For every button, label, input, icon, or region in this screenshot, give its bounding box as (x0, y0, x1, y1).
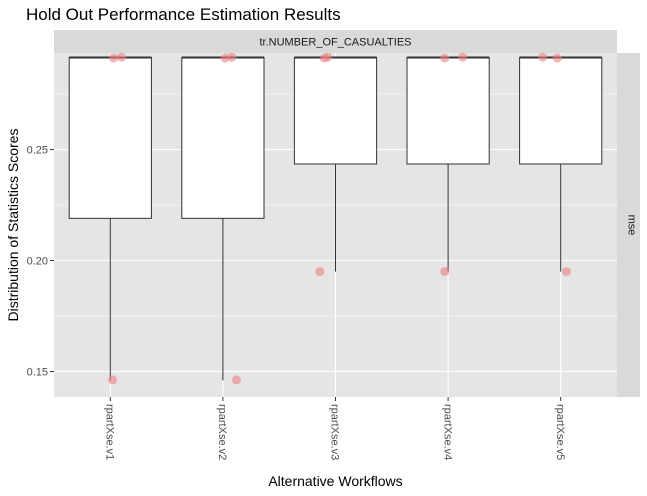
x-tick-label: rpartXse.v4 (441, 404, 453, 460)
data-point (561, 267, 571, 277)
box-body (293, 56, 378, 165)
chart-title: Hold Out Performance Estimation Results (26, 5, 341, 24)
boxplot-rpartXse.v2 (181, 56, 265, 381)
data-point (538, 52, 548, 62)
x-tick-label: rpartXse.v2 (216, 404, 228, 460)
y-tick-label: 0.25 (27, 145, 48, 157)
box-body (181, 56, 265, 219)
data-point (108, 375, 118, 385)
box-body (68, 56, 152, 219)
boxplot-rpartXse.v3 (293, 56, 378, 272)
x-tick-label: rpartXse.v3 (329, 404, 341, 460)
data-point (440, 53, 450, 63)
data-point (109, 53, 119, 63)
box-layer (68, 56, 603, 381)
x-tick-label: rpartXse.v1 (103, 404, 115, 460)
data-point (440, 267, 450, 277)
facet-strip-right (617, 53, 640, 397)
data-point (227, 52, 237, 62)
y-tick-label: 0.20 (27, 256, 48, 268)
y-tick-label: 0.15 (27, 366, 48, 378)
data-point (231, 375, 241, 385)
data-point (552, 53, 562, 63)
axis-layer: 0.15 0.20 0.25 rpartXse.v1 rpartXse.v2 rpartX… (27, 145, 566, 461)
boxplot-rpartXse.v4 (406, 56, 490, 272)
data-point (220, 53, 230, 63)
data-point (323, 52, 333, 62)
data-point (458, 52, 468, 62)
y-axis-title: Distribution of Statistics Scores (5, 129, 21, 322)
facet-strip-right-label: mse (626, 215, 638, 236)
x-axis-title: Alternative Workflows (268, 473, 402, 489)
box-body (519, 56, 603, 165)
x-tick-label: rpartXse.v5 (554, 404, 566, 460)
data-point (315, 267, 325, 277)
data-point (117, 52, 127, 62)
box-body (406, 56, 490, 165)
point-layer (108, 52, 571, 385)
facet-strip-top (54, 30, 617, 53)
facet-strip-top-label: tr.NUMBER_OF_CASUALTIES (260, 37, 412, 49)
